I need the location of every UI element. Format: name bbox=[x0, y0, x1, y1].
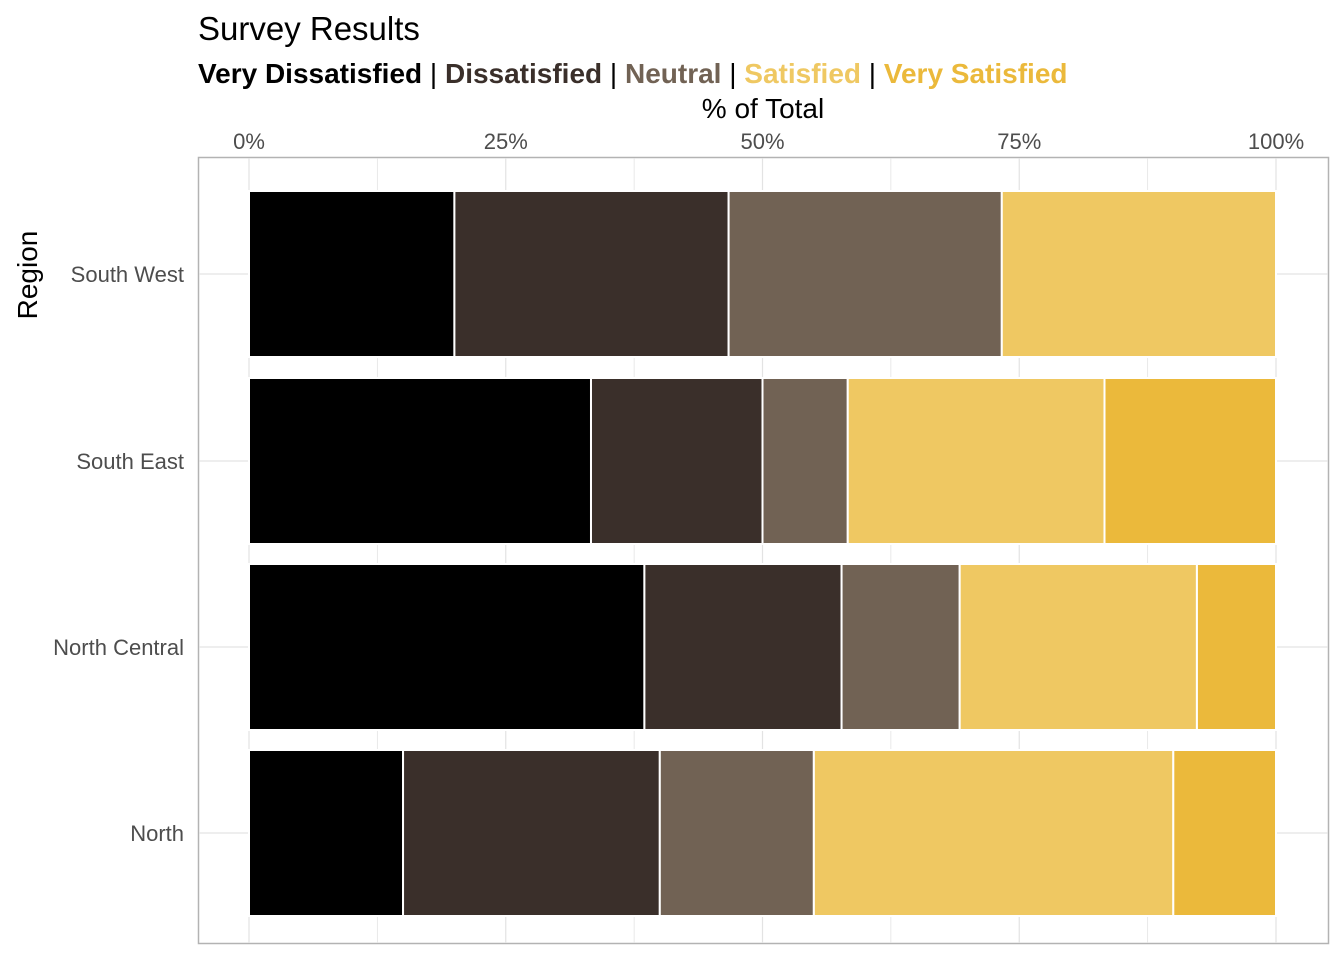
y-tick-label: North bbox=[130, 821, 184, 846]
bar-segment bbox=[658, 749, 815, 917]
bar-segment bbox=[1195, 563, 1278, 731]
x-tick-label: 0% bbox=[233, 129, 265, 154]
bar-segment bbox=[846, 377, 1106, 545]
bar-segment bbox=[840, 563, 961, 731]
x-tick-label: 25% bbox=[484, 129, 528, 154]
bar-segment bbox=[248, 563, 646, 731]
bar-segment bbox=[1103, 377, 1277, 545]
chart-subtitle-legend: Very Dissatisfied | Dissatisfied | Neutr… bbox=[198, 58, 1068, 90]
legend-separator: | bbox=[422, 58, 445, 89]
bar-segment bbox=[589, 377, 764, 545]
bar-segment bbox=[812, 749, 1175, 917]
x-axis-title: % of Total bbox=[702, 93, 824, 124]
bar-segment bbox=[248, 377, 592, 545]
legend-separator: | bbox=[602, 58, 625, 89]
legend-separator: | bbox=[721, 58, 745, 89]
legend-entry: Dissatisfied bbox=[444, 58, 603, 89]
legend-entry: Very Satisfied bbox=[883, 58, 1068, 89]
legend-separator: | bbox=[861, 58, 884, 89]
bar-segment bbox=[1172, 749, 1278, 917]
legend-entry: Neutral bbox=[624, 58, 722, 89]
y-tick-labels: South West South East North Central North bbox=[53, 262, 184, 846]
bar-segment bbox=[761, 377, 849, 545]
legend-entry: Very Dissatisfied bbox=[198, 58, 423, 89]
x-tick-label: 100% bbox=[1248, 129, 1304, 154]
x-tick-label: 50% bbox=[740, 129, 784, 154]
x-tick-labels: 0% 25% 50% 75% 100% bbox=[233, 129, 1304, 154]
bar-segment bbox=[453, 190, 730, 358]
y-tick-label: South East bbox=[76, 449, 184, 474]
y-axis-title: Region bbox=[12, 231, 43, 320]
bar-segment bbox=[402, 749, 661, 917]
y-tick-label: South West bbox=[71, 262, 184, 287]
bar-segment bbox=[248, 749, 405, 917]
bar-segment bbox=[643, 563, 843, 731]
y-tick-label: North Central bbox=[53, 635, 184, 660]
x-tick-label: 75% bbox=[997, 129, 1041, 154]
chart-title: Survey Results bbox=[198, 10, 420, 47]
bars bbox=[248, 190, 1278, 917]
bar-segment bbox=[727, 190, 1003, 358]
bar-segment bbox=[1000, 190, 1278, 358]
legend-entry: Satisfied bbox=[744, 58, 861, 89]
bar-segment bbox=[958, 563, 1198, 731]
bar-segment bbox=[248, 190, 456, 358]
panel-border bbox=[197, 156, 1330, 945]
